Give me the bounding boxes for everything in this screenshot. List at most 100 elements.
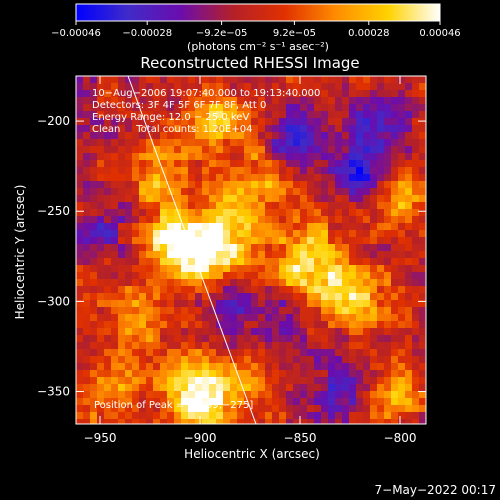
heatmap-cell <box>314 90 322 98</box>
heatmap-cell <box>181 377 189 385</box>
heatmap-cell <box>83 279 91 287</box>
heatmap-cell <box>160 125 168 133</box>
heatmap-cell <box>83 209 91 217</box>
heatmap-cell <box>188 363 196 371</box>
heatmap-cell <box>335 153 343 161</box>
heatmap-cell <box>139 195 147 203</box>
heatmap-cell <box>153 230 161 238</box>
heatmap-cell <box>349 405 357 413</box>
heatmap-cell <box>118 405 126 413</box>
heatmap-cell <box>398 202 406 210</box>
heatmap-cell <box>300 272 308 280</box>
heatmap-cell <box>216 216 224 224</box>
heatmap-cell <box>90 83 98 91</box>
heatmap-cell <box>300 230 308 238</box>
heatmap-cell <box>335 97 343 105</box>
heatmap-cell <box>419 356 426 364</box>
heatmap-cell <box>202 349 210 357</box>
heatmap-cell <box>209 195 217 203</box>
heatmap-cell <box>342 209 350 217</box>
heatmap-cell <box>181 244 189 252</box>
heatmap-cell <box>405 328 413 336</box>
heatmap-cell <box>370 349 378 357</box>
heatmap-cell <box>97 153 105 161</box>
heatmap-cell <box>160 111 168 119</box>
heatmap-cell <box>146 307 154 315</box>
heatmap-cell <box>314 272 322 280</box>
heatmap-cell <box>118 132 126 140</box>
heatmap-cell <box>412 153 420 161</box>
heatmap-cell <box>356 265 364 273</box>
heatmap-cell <box>111 391 119 399</box>
heatmap-cell <box>300 237 308 245</box>
heatmap-cell <box>349 370 357 378</box>
heatmap-cell <box>153 293 161 301</box>
heatmap-cell <box>216 237 224 245</box>
heatmap-cell <box>90 307 98 315</box>
heatmap-cell <box>398 321 406 329</box>
heatmap-cell <box>237 153 245 161</box>
heatmap-cell <box>314 314 322 322</box>
heatmap-cell <box>384 223 392 231</box>
heatmap-cell <box>195 216 203 224</box>
heatmap-cell <box>384 419 392 424</box>
heatmap-cell <box>181 370 189 378</box>
heatmap-cell <box>398 181 406 189</box>
heatmap-cell <box>76 237 84 245</box>
heatmap-cell <box>335 377 343 385</box>
heatmap-cell <box>342 76 350 84</box>
heatmap-cell <box>188 265 196 273</box>
heatmap-cell <box>391 349 399 357</box>
heatmap-cell <box>83 335 91 343</box>
heatmap-cell <box>286 251 294 259</box>
heatmap-cell <box>412 97 420 105</box>
heatmap-cell <box>356 188 364 196</box>
heatmap-cell <box>384 377 392 385</box>
heatmap-cell <box>265 167 273 175</box>
heatmap-cell <box>223 118 231 126</box>
heatmap-cell <box>405 272 413 280</box>
heatmap-cell <box>384 104 392 112</box>
heatmap-cell <box>195 398 203 406</box>
heatmap-cell <box>90 398 98 406</box>
heatmap-cell <box>335 307 343 315</box>
heatmap-cell <box>76 244 84 252</box>
heatmap-cell <box>300 153 308 161</box>
heatmap-cell <box>405 349 413 357</box>
heatmap-cell <box>104 188 112 196</box>
heatmap-cell <box>202 111 210 119</box>
heatmap-cell <box>153 321 161 329</box>
heatmap-cell <box>391 342 399 350</box>
heatmap-cell <box>139 377 147 385</box>
heatmap-cell <box>118 223 126 231</box>
heatmap-cell <box>132 153 140 161</box>
heatmap-cell <box>398 363 406 371</box>
heatmap-cell <box>251 391 259 399</box>
heatmap-cell <box>377 223 385 231</box>
heatmap-cell <box>188 118 196 126</box>
heatmap-cell <box>391 370 399 378</box>
heatmap-cell <box>398 265 406 273</box>
heatmap-cell <box>251 237 259 245</box>
heatmap-cell <box>272 251 280 259</box>
heatmap-cell <box>90 160 98 168</box>
heatmap-cell <box>265 174 273 182</box>
heatmap-cell <box>174 76 182 84</box>
heatmap-cell <box>293 153 301 161</box>
heatmap-cell <box>223 279 231 287</box>
heatmap-cell <box>405 258 413 266</box>
heatmap-cell <box>321 286 329 294</box>
heatmap-cell <box>111 174 119 182</box>
heatmap-cell <box>118 118 126 126</box>
heatmap-cell <box>90 188 98 196</box>
heatmap-cell <box>181 153 189 161</box>
heatmap-cell <box>300 83 308 91</box>
heatmap-cell <box>83 349 91 357</box>
heatmap-cell <box>132 195 140 203</box>
heatmap-cell <box>335 342 343 350</box>
heatmap-cell <box>370 223 378 231</box>
heatmap-cell <box>356 118 364 126</box>
heatmap-cell <box>265 370 273 378</box>
heatmap-cell <box>209 202 217 210</box>
y-axis-label: Heliocentric Y (arcsec) <box>13 185 27 320</box>
